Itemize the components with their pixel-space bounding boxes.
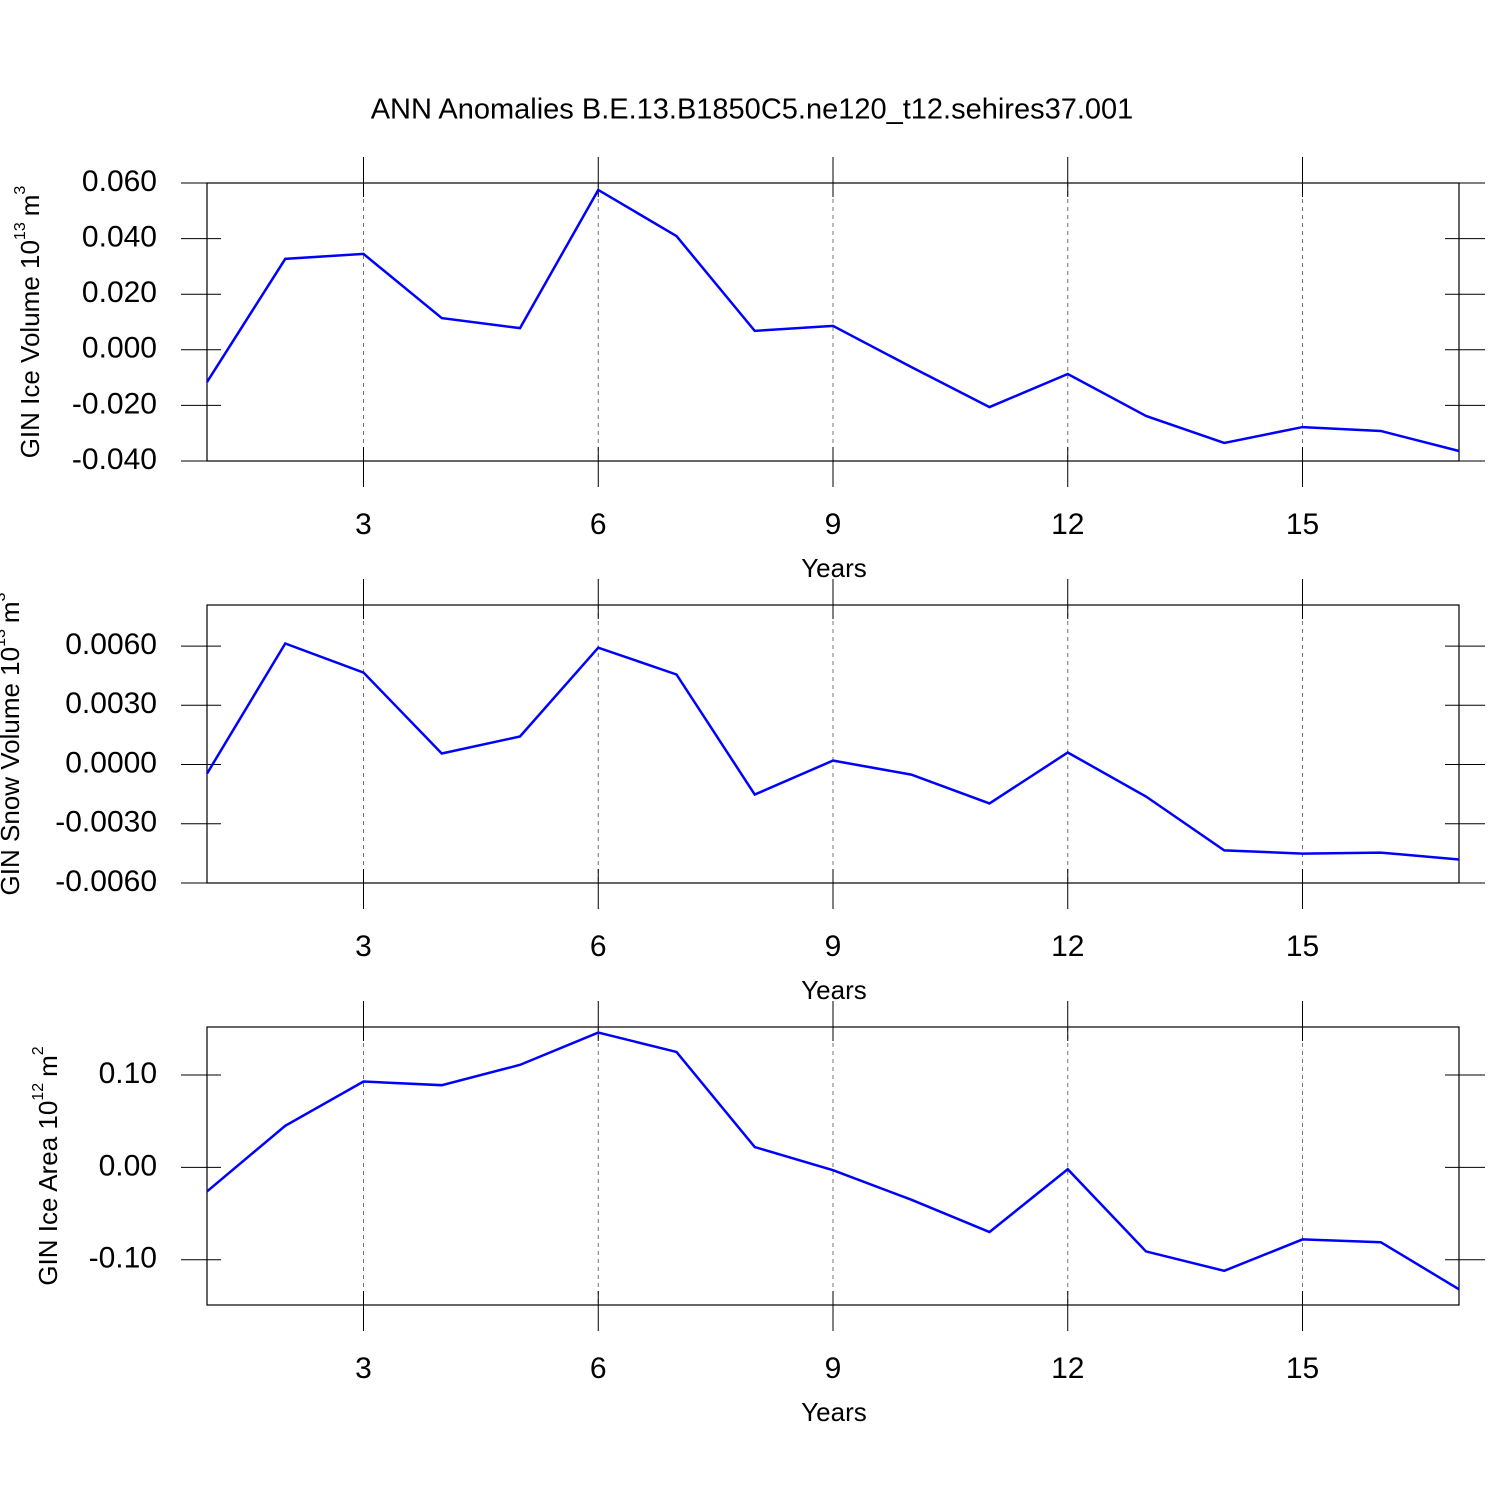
y-label-exponent: 12 xyxy=(30,1083,47,1101)
data-line xyxy=(205,188,1460,453)
figure-title: ANN Anomalies B.E.13.B1850C5.ne120_t12.s… xyxy=(371,94,1134,126)
x-tick-label: 9 xyxy=(825,930,842,963)
y-axis-label: GIN Snow Volume 1013 m3 xyxy=(0,592,25,895)
x-tick-label: 15 xyxy=(1286,508,1319,541)
y-tick-label: -0.10 xyxy=(89,1242,157,1275)
y-tick-label: 0.0030 xyxy=(65,687,157,720)
y-tick-label: 0.0060 xyxy=(65,628,157,661)
y-tick-label: 0.00 xyxy=(99,1149,157,1182)
y-label-unit-exponent: 3 xyxy=(0,592,9,601)
x-tick-label: 15 xyxy=(1286,930,1319,963)
y-label-unit-exponent: 2 xyxy=(30,1046,47,1055)
y-label-unit-exponent: 3 xyxy=(12,186,29,195)
y-tick-label: 0.0000 xyxy=(65,746,157,779)
y-label-unit: m xyxy=(15,195,45,217)
x-tick-label: 12 xyxy=(1051,930,1084,963)
y-label-exponent: 13 xyxy=(12,222,29,240)
y-label-unit: m xyxy=(33,1055,63,1077)
x-tick-label: 6 xyxy=(590,930,607,963)
y-label-text: GIN Ice Area 10 xyxy=(33,1101,63,1286)
y-tick-label: -0.020 xyxy=(72,387,157,420)
x-axis-label: Years xyxy=(801,553,867,583)
x-tick-label: 3 xyxy=(355,1352,372,1385)
y-tick-label: 0.060 xyxy=(82,165,157,198)
y-axis-label: GIN Ice Area 1012 m2 xyxy=(30,1046,63,1285)
x-tick-label: 12 xyxy=(1051,508,1084,541)
x-tick-label: 15 xyxy=(1286,1352,1319,1385)
x-tick-label: 6 xyxy=(590,1352,607,1385)
y-tick-label: -0.0060 xyxy=(55,865,157,898)
y-tick-label: 0.10 xyxy=(99,1057,157,1090)
y-tick-label: 0.040 xyxy=(82,221,157,254)
y-tick-label: -0.0030 xyxy=(55,806,157,839)
x-axis-label: Years xyxy=(801,975,867,1005)
y-label-exponent: 13 xyxy=(0,629,9,647)
data-line xyxy=(205,641,1460,861)
x-tick-label: 12 xyxy=(1051,1352,1084,1385)
x-tick-label: 3 xyxy=(355,930,372,963)
y-tick-label: 0.020 xyxy=(82,276,157,309)
x-axis-label: Years xyxy=(801,1397,867,1427)
x-tick-label: 9 xyxy=(825,1352,842,1385)
y-label-text: GIN Snow Volume 10 xyxy=(0,647,25,896)
x-tick-label: 9 xyxy=(825,508,842,541)
y-tick-label: -0.040 xyxy=(72,443,157,476)
data-line xyxy=(206,1031,1460,1291)
x-tick-label: 6 xyxy=(590,508,607,541)
y-label-unit: m xyxy=(0,601,25,623)
y-label-text: GIN Ice Volume 10 xyxy=(15,240,45,458)
y-tick-label: 0.000 xyxy=(82,332,157,365)
x-tick-label: 3 xyxy=(355,508,372,541)
y-axis-label: GIN Ice Volume 1013 m3 xyxy=(12,186,45,459)
